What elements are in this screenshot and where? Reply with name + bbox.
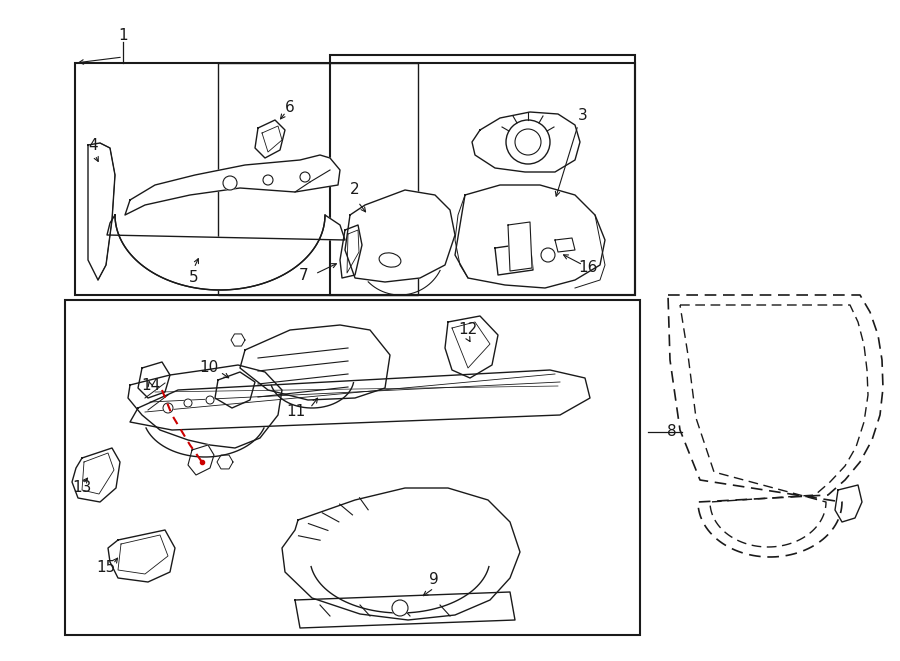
Polygon shape [125,155,340,215]
Text: 8: 8 [667,424,677,440]
Text: 1: 1 [118,28,128,42]
Text: 15: 15 [96,561,115,576]
Polygon shape [138,362,170,398]
Polygon shape [128,365,282,448]
Circle shape [206,396,214,404]
Polygon shape [107,215,345,290]
Polygon shape [72,448,120,502]
Polygon shape [255,120,285,158]
Polygon shape [472,112,580,172]
Circle shape [223,176,237,190]
Bar [75,63,635,295]
Text: 9: 9 [429,572,439,588]
Circle shape [515,129,541,155]
Text: 14: 14 [141,377,160,393]
Circle shape [506,120,550,164]
Polygon shape [217,455,233,469]
Polygon shape [231,334,245,346]
Text: 2: 2 [350,182,360,198]
Circle shape [163,403,173,413]
Polygon shape [215,372,255,408]
Polygon shape [455,185,605,288]
Text: 12: 12 [458,323,478,338]
Polygon shape [555,238,575,252]
Bar [218,63,418,295]
Polygon shape [495,243,533,275]
Polygon shape [282,488,520,620]
Polygon shape [445,316,498,378]
Text: 16: 16 [579,260,598,276]
Text: 6: 6 [285,100,295,116]
Circle shape [263,175,273,185]
Polygon shape [108,530,175,582]
Text: 7: 7 [299,268,309,284]
Text: 10: 10 [200,360,219,375]
Bar [65,300,640,635]
Circle shape [392,600,408,616]
Text: 4: 4 [88,137,98,153]
Text: 5: 5 [189,270,199,286]
Polygon shape [188,445,214,475]
Bar [330,55,635,295]
Polygon shape [340,225,362,278]
Text: 13: 13 [72,481,92,496]
Polygon shape [345,190,455,282]
Polygon shape [240,325,390,400]
Circle shape [541,248,555,262]
Circle shape [184,399,192,407]
Text: 11: 11 [286,405,306,420]
Polygon shape [295,592,515,628]
Polygon shape [130,370,590,430]
Text: 3: 3 [578,108,588,122]
Circle shape [300,172,310,182]
Polygon shape [88,143,115,280]
Polygon shape [508,222,532,271]
